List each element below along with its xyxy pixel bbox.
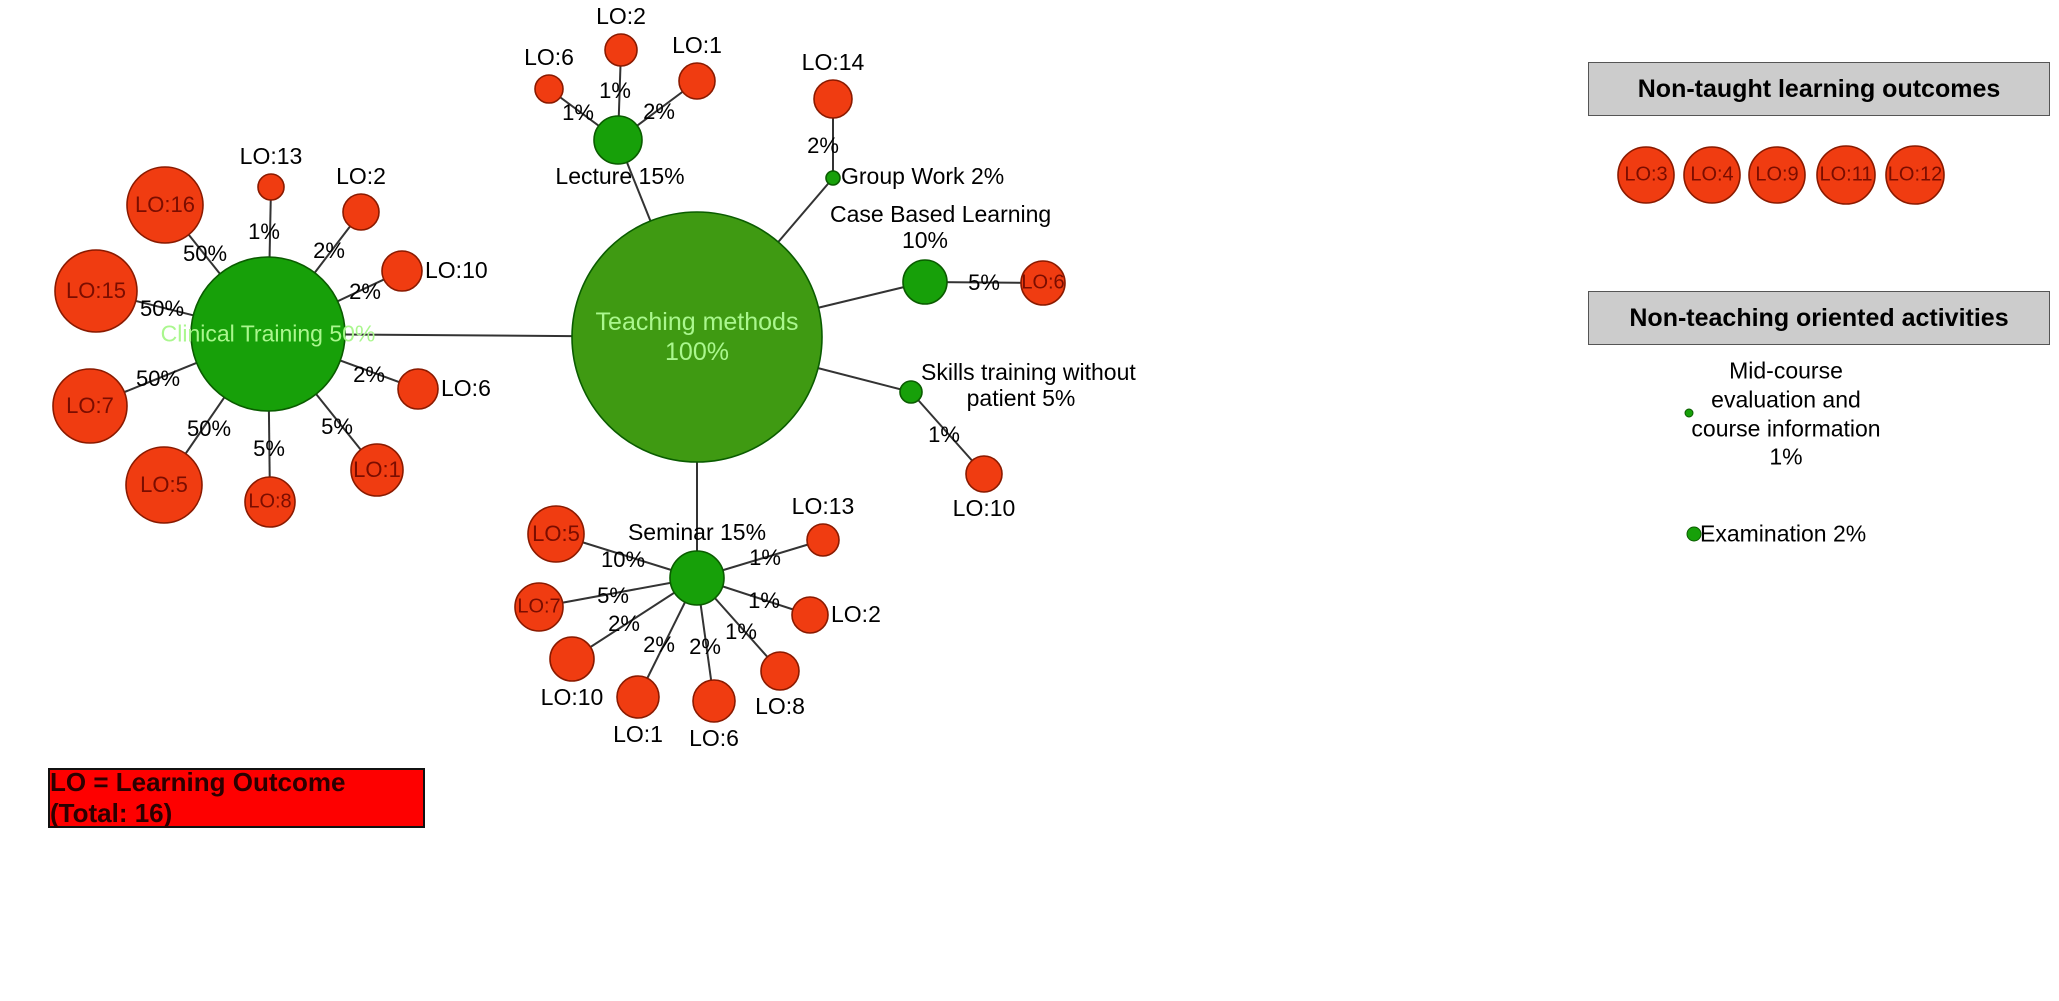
method-node-skills[interactable] [899,380,923,404]
edge-weight-label: 1% [749,545,781,570]
edge-weight-label: 50% [135,366,181,391]
outcome-label: LO:10 [540,684,604,710]
outcome-label: LO:1 [613,721,663,747]
outcome-node[interactable] [534,74,564,104]
outcome-node[interactable] [678,62,716,100]
method-node-lecture[interactable] [593,115,643,165]
non-teaching-header: Non-teaching oriented activities [1588,291,2050,345]
lo-key-box: LO = Learning Outcome (Total: 16) [48,767,425,828]
outcome-node[interactable] [692,679,736,723]
edge-weight-label: 10% [600,547,646,572]
outcome-node[interactable] [52,368,128,444]
activity-dot [1686,526,1702,542]
outcome-node[interactable] [806,523,840,557]
edge-weight-label: 2% [643,99,675,124]
lo-key-label: LO = Learning Outcome (Total: 16) [50,767,346,828]
outcome-node[interactable] [381,250,423,292]
edge-weight-label: 5% [968,270,1000,295]
edge-weight-label: 1% [748,588,780,613]
non-taught-title: Non-taught learning outcomes [1637,74,2001,103]
outcome-node[interactable] [342,193,380,231]
activity-label: Mid-course evaluation and course informati… [1691,357,1881,470]
edge-weight-label: 1% [725,619,757,644]
edge-weight-label: 1% [562,100,594,125]
edge-weight-label: 1% [599,78,631,103]
non-taught-lo-node[interactable] [1617,146,1675,204]
edge-weight-label: 2% [643,632,675,657]
edge-weight-label: 2% [689,634,721,659]
edge-weight-label: 2% [313,238,345,263]
method-node-clinical[interactable] [190,256,346,412]
method-node-seminar[interactable] [669,550,725,606]
root-node-teaching-methods[interactable] [571,211,823,463]
outcome-label: LO:2 [596,3,646,29]
non-taught-lo-node[interactable] [1885,145,1945,205]
non-taught-lo-node[interactable] [1683,146,1741,204]
outcome-node[interactable] [813,79,853,119]
outcome-label: LO:2 [336,163,386,189]
outcome-node[interactable] [126,166,204,244]
activity-label: Examination 2% [1700,520,1867,547]
outcome-label: LO:14 [801,49,865,75]
method-label-groupwork: Group Work 2% [841,163,1005,189]
method-label-cbl: Case Based Learning 10% [830,201,1052,253]
method-node-cbl[interactable] [902,259,948,305]
non-taught-header: Non-taught learning outcomes [1588,62,2050,116]
edge-weight-label: 2% [353,362,385,387]
outcome-label: LO:6 [689,725,739,751]
outcome-label: LO:13 [791,493,855,519]
outcome-node[interactable] [514,582,564,632]
edge-weight-label: 5% [321,414,353,439]
outcome-node[interactable] [54,249,138,333]
edge-weight-label: 1% [928,422,960,447]
non-teaching-title: Non-teaching oriented activities [1629,303,2009,332]
method-label-seminar: Seminar 15% [627,519,767,545]
outcome-node[interactable] [244,476,296,528]
edge-weight-label: 5% [597,583,629,608]
outcome-label: LO:6 [524,44,574,70]
edge-weight-label: 50% [186,416,232,441]
edge-weight-label: 5% [253,436,285,461]
edge-weight-label: 2% [807,133,839,158]
edge-weight-label: 1% [248,219,280,244]
edge-weight-label: 2% [349,279,381,304]
outcome-node[interactable] [397,368,439,410]
outcome-node[interactable] [125,446,203,524]
outcome-label: LO:1 [672,32,722,58]
outcome-label: LO:6 [441,375,491,401]
outcome-label: LO:8 [755,693,805,719]
outcome-node[interactable] [257,173,285,201]
outcome-node[interactable] [549,636,595,682]
outcome-node[interactable] [527,505,585,563]
non-taught-lo-node[interactable] [1748,146,1806,204]
method-label-skills: Skills training without patient 5% [921,359,1136,411]
outcome-node[interactable] [1020,260,1066,306]
edge-weight-label: 50% [182,241,228,266]
edge-weight-label: 2% [608,611,640,636]
outcome-node[interactable] [791,596,829,634]
outcome-node[interactable] [965,455,1003,493]
outcome-node[interactable] [350,443,404,497]
edge-weight-label: 50% [139,296,185,321]
method-node-groupwork[interactable] [825,170,841,186]
outcome-label: LO:10 [952,495,1016,521]
outcome-node[interactable] [604,33,638,67]
activity-dot [1684,408,1694,418]
non-taught-lo-node[interactable] [1816,145,1876,205]
outcome-label: LO:13 [239,143,303,169]
outcome-node[interactable] [616,675,660,719]
outcome-label: LO:2 [831,601,881,627]
outcome-node[interactable] [760,651,800,691]
outcome-label: LO:10 [425,257,488,283]
method-label-lecture: Lecture 15% [555,163,685,189]
